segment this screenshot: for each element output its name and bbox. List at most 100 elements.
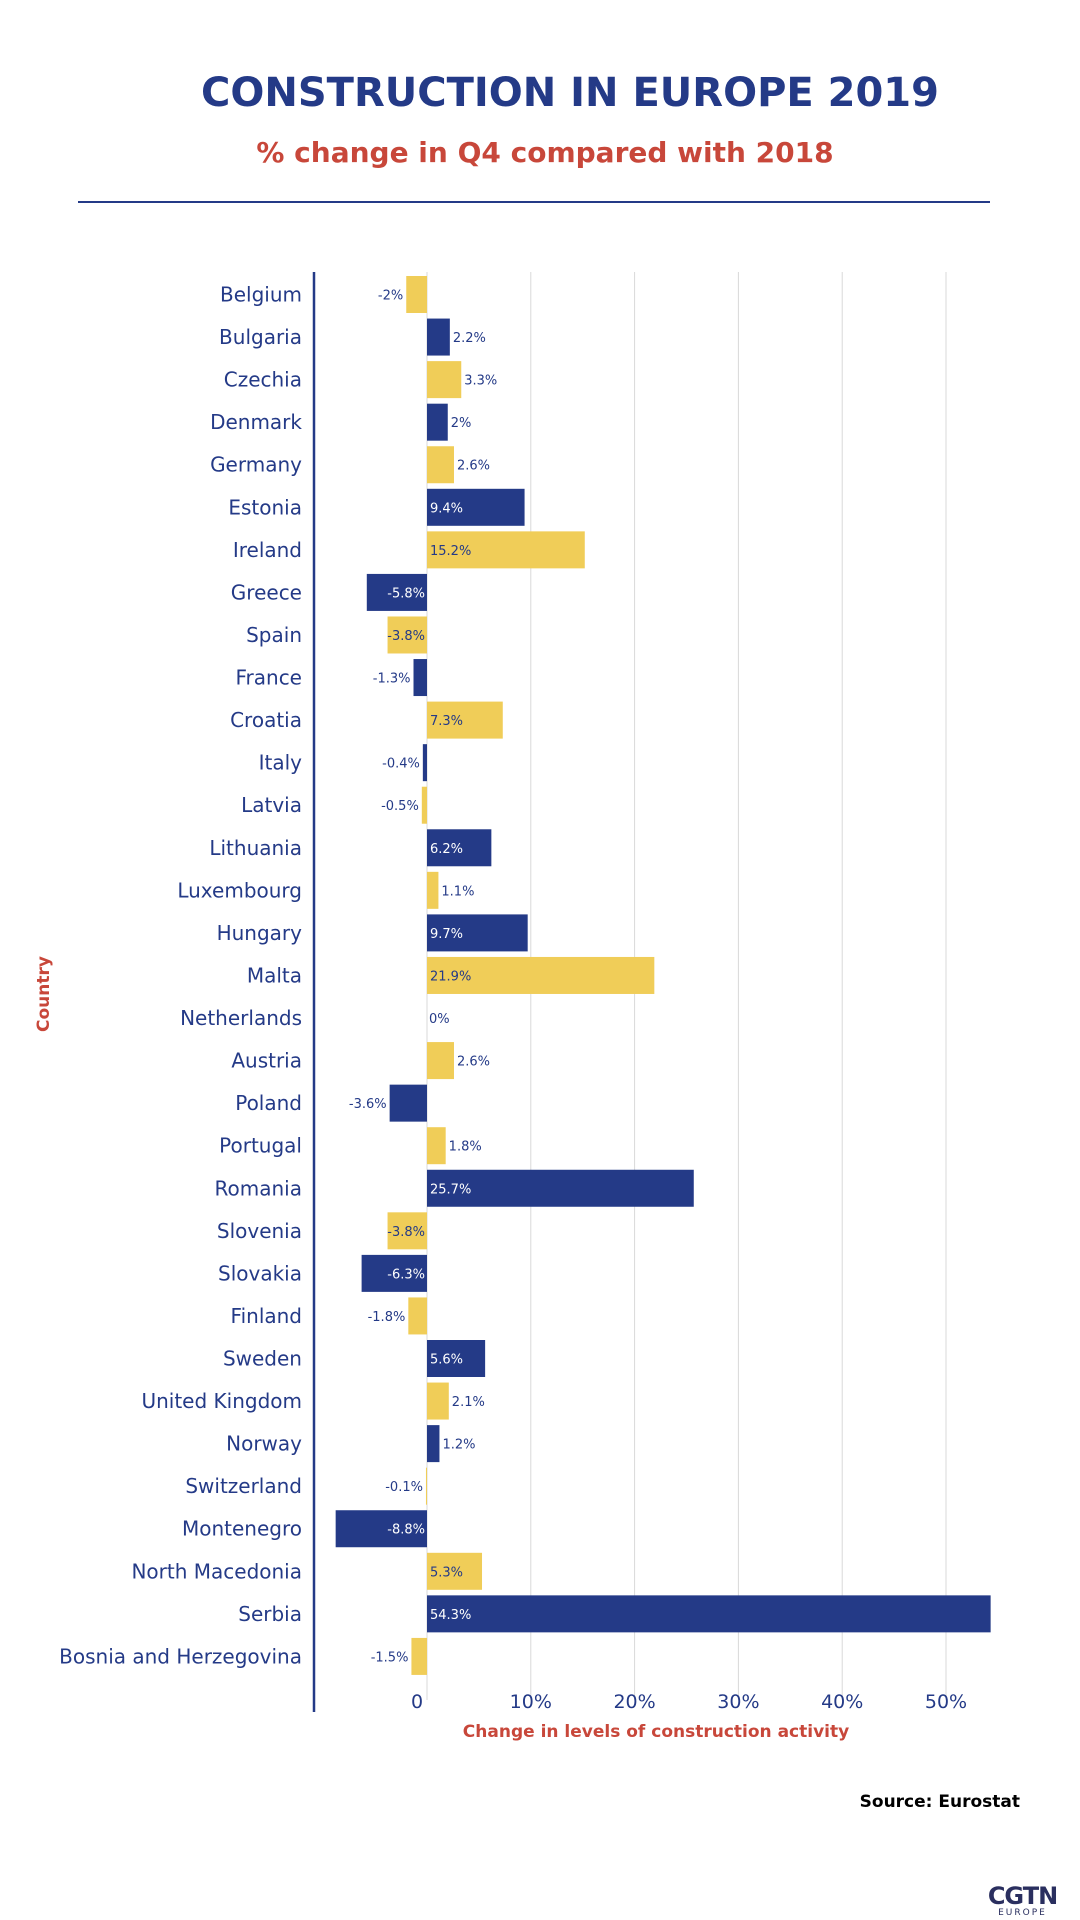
bar [387, 616, 427, 654]
value-label: 2.6% [457, 1055, 490, 1070]
category-label: Norway [226, 1432, 302, 1456]
bar [335, 1510, 427, 1548]
category-label: Finland [231, 1304, 302, 1328]
value-label: 1.1% [441, 884, 474, 899]
category-label: Lithuania [209, 836, 302, 860]
value-label: 2% [451, 416, 472, 431]
category-label: Bosnia and Herzegovina [59, 1644, 302, 1668]
bar [425, 1467, 427, 1505]
bar [427, 701, 503, 739]
category-label: Estonia [228, 495, 302, 519]
bar [408, 1297, 427, 1335]
category-label: Netherlands [180, 1006, 302, 1030]
category-label: Latvia [241, 793, 302, 817]
bar [427, 871, 439, 909]
category-label: Luxembourg [177, 878, 302, 902]
bar [427, 1340, 486, 1377]
value-label: 25.7% [430, 1182, 471, 1197]
bar [427, 1595, 991, 1633]
bar [427, 956, 655, 994]
category-label: United Kingdom [141, 1389, 302, 1413]
value-label: 1.2% [442, 1438, 475, 1453]
value-label: 15.2% [430, 544, 471, 559]
bar [427, 361, 462, 399]
value-label: 7.3% [430, 714, 463, 729]
category-label: Malta [247, 963, 302, 987]
y-axis-title: Country [34, 956, 54, 1032]
title-divider [78, 201, 990, 203]
value-label: -1.8% [368, 1310, 406, 1325]
cgtn-logo: CGTN EUROPE [985, 1884, 1060, 1918]
category-label: Hungary [217, 921, 303, 945]
value-label: -6.3% [387, 1267, 425, 1282]
x-tick-label: 40% [821, 1691, 863, 1713]
bar [387, 1212, 427, 1250]
category-label: France [235, 666, 302, 690]
value-label: 6.2% [430, 842, 463, 857]
category-label: Poland [235, 1091, 302, 1115]
value-label: 9.4% [430, 501, 463, 516]
category-label: Sweden [223, 1347, 302, 1371]
value-label: 1.8% [449, 1140, 482, 1155]
x-tick-label: 30% [717, 1691, 759, 1713]
bar [427, 1169, 694, 1207]
x-axis-title: Change in levels of construction activit… [462, 1722, 850, 1742]
category-label: Spain [246, 623, 302, 647]
value-label: 2.1% [452, 1395, 485, 1410]
chart-subtitle: % change in Q4 compared with 2018 [256, 136, 834, 169]
value-label: -0.5% [381, 799, 419, 814]
category-label: Serbia [238, 1602, 302, 1626]
value-label: 2.2% [453, 331, 486, 346]
bar [427, 1425, 440, 1463]
bar [427, 1127, 446, 1165]
category-label: Denmark [210, 410, 302, 434]
bar [427, 488, 525, 526]
category-label: Slovakia [218, 1261, 302, 1285]
value-label: 2.6% [457, 459, 490, 474]
category-label: Slovenia [217, 1219, 302, 1243]
x-tick-label: 0 [411, 1691, 423, 1713]
bar [427, 829, 492, 867]
value-label: -5.8% [387, 586, 425, 601]
value-label: 54.3% [430, 1608, 471, 1623]
bar [422, 744, 427, 782]
value-label: -8.8% [387, 1523, 425, 1538]
category-label: Germany [210, 453, 302, 477]
chart-title: CONSTRUCTION IN EUROPE 2019 [201, 70, 939, 116]
bar [427, 531, 585, 569]
bar [406, 276, 427, 313]
x-tick-label: 20% [613, 1691, 655, 1713]
value-label: 3.3% [464, 374, 497, 389]
category-label: Portugal [219, 1134, 302, 1158]
value-label: 0% [429, 1012, 450, 1027]
value-label: 5.3% [430, 1565, 463, 1580]
bar [366, 573, 427, 611]
bar [427, 1042, 454, 1080]
category-label: Ireland [233, 538, 302, 562]
bar [361, 1254, 427, 1292]
value-label: -1.3% [373, 672, 411, 687]
logo-main-text: CGTN [987, 1882, 1058, 1910]
bar [413, 659, 427, 697]
category-label: Romania [215, 1176, 302, 1200]
bar [389, 1084, 427, 1122]
category-label: Switzerland [185, 1474, 302, 1498]
category-label: Belgium [220, 283, 302, 307]
value-label: -3.8% [387, 1225, 425, 1240]
source-note: Source: Eurostat [859, 1792, 1020, 1812]
value-label: -3.6% [349, 1097, 387, 1112]
value-label: -3.8% [387, 629, 425, 644]
category-label: Greece [231, 580, 302, 604]
category-label: North Macedonia [131, 1559, 302, 1583]
value-label: 5.6% [430, 1353, 463, 1368]
bar [421, 786, 427, 824]
value-label: -1.5% [371, 1650, 409, 1665]
category-label: Croatia [230, 708, 302, 732]
category-label: Austria [231, 1049, 302, 1073]
bar [427, 403, 448, 441]
value-label: 9.7% [430, 927, 463, 942]
bar [427, 914, 528, 952]
category-label: Bulgaria [219, 325, 302, 349]
category-label: Italy [259, 751, 303, 775]
bar [411, 1637, 427, 1675]
